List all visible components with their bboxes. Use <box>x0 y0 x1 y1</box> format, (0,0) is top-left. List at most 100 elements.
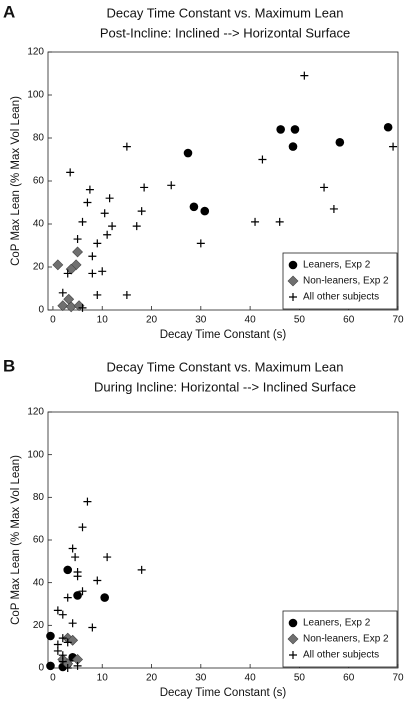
other-point <box>98 267 107 276</box>
x-tick-label: 30 <box>195 673 207 684</box>
other-point <box>93 290 102 299</box>
leaner-point <box>335 138 345 147</box>
other-point <box>73 235 82 244</box>
x-tick-label: 10 <box>97 673 109 684</box>
y-tick-label: 100 <box>27 449 44 460</box>
y-tick-label: 60 <box>33 176 45 187</box>
x-tick-label: 50 <box>294 673 306 684</box>
other-point <box>58 288 67 297</box>
y-tick-label: 0 <box>38 305 44 316</box>
y-tick-label: 20 <box>33 262 45 273</box>
leaner-point <box>46 631 55 641</box>
x-tick-label: 70 <box>392 315 404 326</box>
legend-text: All other subjects <box>303 292 379 303</box>
other-point <box>258 155 267 164</box>
x-tick-label: 0 <box>50 315 56 326</box>
other-point <box>320 183 329 192</box>
other-point <box>63 664 72 672</box>
leaner-point <box>63 565 73 575</box>
other-point <box>88 269 97 278</box>
other-point <box>78 217 87 226</box>
chart-title: Decay Time Constant vs. Maximum Lean <box>107 359 344 374</box>
chart-subtitle: During Incline: Horizontal --> Inclined … <box>94 379 356 394</box>
other-point <box>53 606 62 615</box>
y-tick-label: 40 <box>33 577 45 588</box>
x-tick-label: 40 <box>245 315 257 326</box>
y-tick-label: 80 <box>33 492 45 503</box>
other-point <box>58 634 67 643</box>
x-axis-label: Decay Time Constant (s) <box>160 687 287 699</box>
other-point <box>68 619 77 628</box>
other-point <box>275 217 284 226</box>
x-tick-label: 40 <box>245 673 257 684</box>
x-tick-label: 50 <box>294 315 306 326</box>
legend-text: Non-leaners, Exp 2 <box>303 276 389 287</box>
x-tick-label: 20 <box>146 315 158 326</box>
other-point <box>66 168 75 177</box>
leaner-point <box>46 661 55 671</box>
legend-box <box>282 252 398 310</box>
leaner-point <box>288 142 298 151</box>
legend-symbol <box>289 293 297 301</box>
other-point <box>140 183 149 192</box>
y-tick-label: 20 <box>33 620 45 631</box>
other-point <box>73 572 82 581</box>
other-point <box>88 623 97 632</box>
y-tick-label: 120 <box>27 407 44 418</box>
other-point <box>88 252 97 261</box>
other-point <box>63 638 72 647</box>
chart-title: Decay Time Constant vs. Maximum Lean <box>107 5 344 20</box>
other-point <box>58 610 67 619</box>
y-tick-label: 60 <box>33 535 45 546</box>
other-point <box>78 523 87 532</box>
non-leaner-point <box>57 300 69 312</box>
x-axis-label: Decay Time Constant (s) <box>160 329 287 341</box>
legend-text: Leaners, Exp 2 <box>303 260 371 271</box>
leaner-point <box>183 148 193 158</box>
y-tick-label: 100 <box>27 90 44 101</box>
other-point <box>63 593 72 602</box>
other-point <box>71 553 80 562</box>
other-point <box>103 230 112 239</box>
y-tick-label: 40 <box>33 219 45 230</box>
other-point <box>105 194 114 203</box>
other-point <box>78 587 87 596</box>
other-point <box>137 207 146 216</box>
x-tick-label: 60 <box>343 315 355 326</box>
x-tick-label: 20 <box>146 673 158 684</box>
legend-text: All other subjects <box>303 650 379 661</box>
other-point <box>122 142 131 151</box>
non-leaner-point <box>65 263 77 275</box>
other-point <box>389 142 398 151</box>
other-point <box>132 222 141 231</box>
other-point <box>122 290 131 299</box>
legend-text: Non-leaners, Exp 2 <box>303 634 389 645</box>
x-tick-label: 30 <box>195 315 207 326</box>
x-tick-label: 10 <box>97 315 109 326</box>
other-point <box>58 651 67 660</box>
panel-label: B <box>3 356 15 375</box>
leaner-point <box>200 206 210 216</box>
y-tick-label: 120 <box>27 47 44 58</box>
chart-subtitle: Post-Incline: Inclined --> Horizontal Su… <box>100 25 350 40</box>
other-point <box>83 497 92 506</box>
other-point <box>167 181 176 190</box>
legend-symbol <box>288 260 298 270</box>
other-point <box>137 565 146 574</box>
panel-label: A <box>3 2 15 21</box>
other-point <box>329 204 338 213</box>
y-tick-label: 0 <box>38 663 44 674</box>
other-point <box>103 553 112 562</box>
other-point <box>100 209 109 218</box>
legend-symbol <box>288 618 298 628</box>
non-leaner-point <box>72 246 84 258</box>
other-point <box>93 239 102 248</box>
other-point <box>85 185 94 194</box>
x-tick-label: 0 <box>50 673 56 684</box>
y-axis-label: CoP Max Lean (% Max Vol Lean) <box>10 455 22 625</box>
other-point <box>68 544 77 553</box>
legend-box <box>282 610 398 668</box>
other-point <box>53 640 62 649</box>
leaner-point <box>383 122 393 132</box>
